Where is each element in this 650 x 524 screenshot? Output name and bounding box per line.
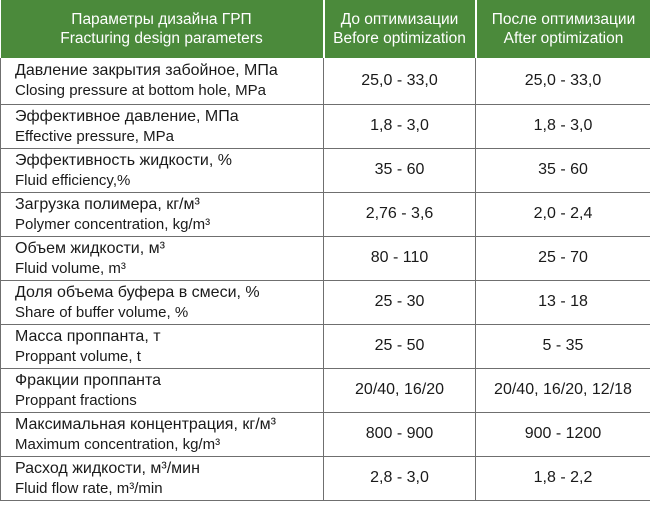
header-before-ru: До оптимизации bbox=[340, 11, 459, 28]
row-label-en: Fluid efficiency,% bbox=[15, 171, 131, 189]
row-label-cell: Фракции проппанта Proppant fractions bbox=[0, 368, 324, 413]
header-parameters: Параметры дизайна ГРП Fracturing design … bbox=[0, 0, 324, 58]
header-after: После оптимизации After optimization bbox=[474, 0, 650, 58]
table-row: Максимальная концентрация, кг/м³ Maximum… bbox=[0, 412, 650, 457]
row-before-value: 20/40, 16/20 bbox=[323, 368, 476, 413]
row-before-value: 800 - 900 bbox=[323, 412, 476, 457]
row-label-ru: Объем жидкости, м³ bbox=[15, 239, 165, 257]
table-row: Доля объема буфера в смеси, % Share of b… bbox=[0, 280, 650, 325]
header-parameters-en: Fracturing design parameters bbox=[60, 30, 263, 47]
row-label-cell: Эффективное давление, МПа Effective pres… bbox=[0, 104, 324, 149]
row-label-ru: Эффективность жидкости, % bbox=[15, 151, 232, 169]
row-label-cell: Масса проппанта, т Proppant volume, t bbox=[0, 324, 324, 369]
row-label-ru: Максимальная концентрация, кг/м³ bbox=[15, 415, 276, 433]
table-row: Фракции проппанта Proppant fractions 20/… bbox=[0, 368, 650, 413]
row-after-value: 35 - 60 bbox=[475, 148, 650, 193]
row-label-cell: Расход жидкости, м³/мин Fluid flow rate,… bbox=[0, 456, 324, 501]
row-after-value: 900 - 1200 bbox=[475, 412, 650, 457]
row-label-en: Polymer concentration, kg/m³ bbox=[15, 215, 211, 233]
table-header: Параметры дизайна ГРП Fracturing design … bbox=[0, 0, 650, 58]
row-label-en: Closing pressure at bottom hole, MPa bbox=[15, 82, 266, 100]
row-before-value: 2,76 - 3,6 bbox=[323, 192, 476, 237]
table-row: Объем жидкости, м³ Fluid volume, m³ 80 -… bbox=[0, 236, 650, 281]
table-row: Масса проппанта, т Proppant volume, t 25… bbox=[0, 324, 650, 369]
row-label-ru: Загрузка полимера, кг/м³ bbox=[15, 195, 200, 213]
table-row: Давление закрытия забойное, МПа Closing … bbox=[0, 58, 650, 105]
row-label-en: Proppant fractions bbox=[15, 391, 137, 409]
row-before-value: 80 - 110 bbox=[323, 236, 476, 281]
row-label-en: Proppant volume, t bbox=[15, 347, 141, 365]
row-label-ru: Фракции проппанта bbox=[15, 371, 162, 389]
fracturing-parameters-table: Параметры дизайна ГРП Fracturing design … bbox=[0, 0, 650, 501]
row-label-en: Share of buffer volume, % bbox=[15, 303, 189, 321]
row-label-ru: Давление закрытия забойное, МПа bbox=[15, 62, 278, 80]
row-label-cell: Эффективность жидкости, % Fluid efficien… bbox=[0, 148, 324, 193]
row-after-value: 1,8 - 2,2 bbox=[475, 456, 650, 501]
row-label-cell: Объем жидкости, м³ Fluid volume, m³ bbox=[0, 236, 324, 281]
table-body: Давление закрытия забойное, МПа Closing … bbox=[0, 58, 650, 501]
table-row: Загрузка полимера, кг/м³ Polymer concent… bbox=[0, 192, 650, 237]
table-row: Эффективное давление, МПа Effective pres… bbox=[0, 104, 650, 149]
row-after-value: 25 - 70 bbox=[475, 236, 650, 281]
row-before-value: 25 - 30 bbox=[323, 280, 476, 325]
row-label-en: Fluid flow rate, m³/min bbox=[15, 479, 163, 497]
row-after-value: 5 - 35 bbox=[475, 324, 650, 369]
header-after-en: After optimization bbox=[503, 30, 624, 47]
row-label-ru: Эффективное давление, МПа bbox=[15, 107, 239, 125]
header-row: Параметры дизайна ГРП Fracturing design … bbox=[0, 0, 650, 58]
row-label-cell: Загрузка полимера, кг/м³ Polymer concent… bbox=[0, 192, 324, 237]
row-label-cell: Доля объема буфера в смеси, % Share of b… bbox=[0, 280, 324, 325]
row-label-ru: Доля объема буфера в смеси, % bbox=[15, 283, 260, 301]
row-after-value: 20/40, 16/20, 12/18 bbox=[475, 368, 650, 413]
row-label-en: Fluid volume, m³ bbox=[15, 259, 126, 277]
table-row: Расход жидкости, м³/мин Fluid flow rate,… bbox=[0, 456, 650, 501]
row-before-value: 25,0 - 33,0 bbox=[323, 58, 476, 105]
header-before: До оптимизации Before optimization bbox=[322, 0, 476, 58]
header-parameters-ru: Параметры дизайна ГРП bbox=[71, 11, 252, 28]
row-after-value: 13 - 18 bbox=[475, 280, 650, 325]
row-before-value: 25 - 50 bbox=[323, 324, 476, 369]
row-before-value: 35 - 60 bbox=[323, 148, 476, 193]
row-label-ru: Расход жидкости, м³/мин bbox=[15, 459, 200, 477]
row-after-value: 1,8 - 3,0 bbox=[475, 104, 650, 149]
row-label-en: Maximum concentration, kg/m³ bbox=[15, 435, 221, 453]
row-label-en: Effective pressure, MPa bbox=[15, 127, 174, 145]
header-before-en: Before optimization bbox=[333, 30, 466, 47]
table-row: Эффективность жидкости, % Fluid efficien… bbox=[0, 148, 650, 193]
row-label-ru: Масса проппанта, т bbox=[15, 327, 161, 345]
header-after-ru: После оптимизации bbox=[491, 11, 636, 28]
row-before-value: 2,8 - 3,0 bbox=[323, 456, 476, 501]
row-before-value: 1,8 - 3,0 bbox=[323, 104, 476, 149]
row-after-value: 25,0 - 33,0 bbox=[475, 58, 650, 105]
row-after-value: 2,0 - 2,4 bbox=[475, 192, 650, 237]
row-label-cell: Максимальная концентрация, кг/м³ Maximum… bbox=[0, 412, 324, 457]
row-label-cell: Давление закрытия забойное, МПа Closing … bbox=[0, 58, 324, 105]
